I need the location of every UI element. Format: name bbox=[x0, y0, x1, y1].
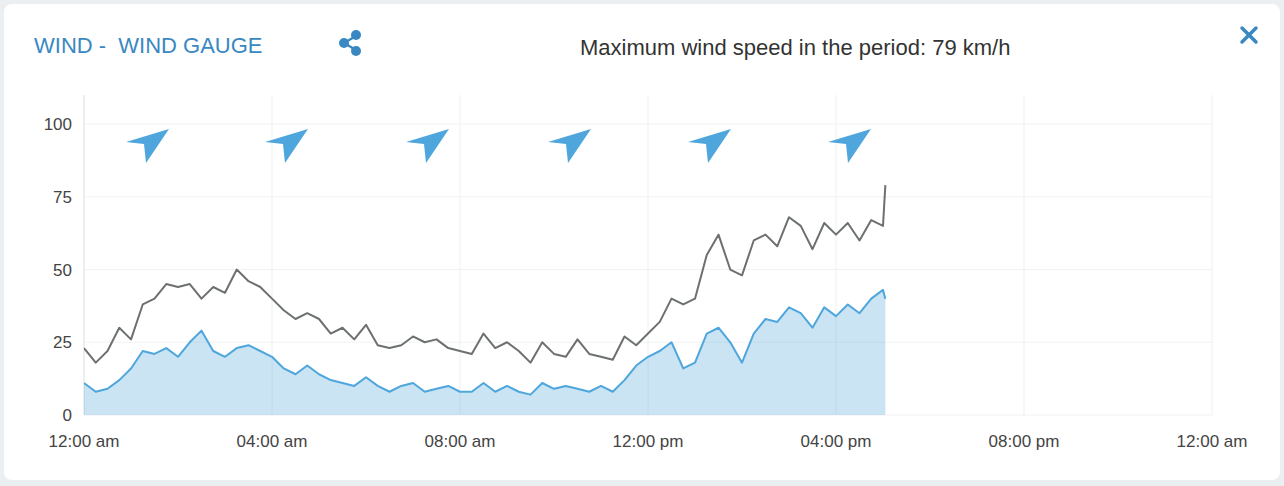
close-icon[interactable] bbox=[1242, 28, 1256, 42]
x-grid-line bbox=[1212, 95, 1213, 415]
direction-arrow bbox=[828, 129, 871, 163]
x-grid-line bbox=[84, 95, 85, 415]
area-fill bbox=[84, 290, 885, 415]
x-tick-label: 12:00 am bbox=[1177, 432, 1248, 451]
x-grid-line bbox=[1024, 95, 1025, 415]
direction-arrow bbox=[548, 129, 591, 163]
direction-arrow bbox=[126, 129, 169, 163]
y-tick-label: 100 bbox=[44, 115, 72, 134]
y-axis-line bbox=[84, 95, 85, 415]
x-tick-label: 12:00 am bbox=[49, 432, 120, 451]
x-tick-label: 04:00 am bbox=[237, 432, 308, 451]
annotation: Maximum wind speed in the period: 79 km/… bbox=[580, 35, 1010, 60]
y-tick-label: 25 bbox=[53, 333, 72, 352]
area-line bbox=[84, 290, 885, 395]
y-tick-label: 50 bbox=[53, 261, 72, 280]
x-tick-label: 12:00 pm bbox=[613, 432, 684, 451]
x-tick-label: 08:00 pm bbox=[989, 432, 1060, 451]
y-tick-label: 0 bbox=[63, 406, 72, 425]
x-tick-label: 04:00 pm bbox=[801, 432, 872, 451]
direction-arrow bbox=[406, 129, 449, 163]
x-tick-label: 08:00 am bbox=[425, 432, 496, 451]
plot-area bbox=[84, 185, 885, 415]
card bbox=[4, 4, 1280, 480]
share-icon[interactable] bbox=[339, 30, 361, 56]
chart: WIND - WIND GAUGE Maximum wind speed in t… bbox=[0, 0, 1284, 486]
y-tick-label: 75 bbox=[53, 188, 72, 207]
direction-arrow bbox=[688, 129, 731, 163]
direction-arrow bbox=[265, 129, 308, 163]
x-grid-line bbox=[460, 95, 461, 415]
line bbox=[84, 185, 885, 362]
title: WIND - WIND GAUGE bbox=[34, 33, 263, 58]
